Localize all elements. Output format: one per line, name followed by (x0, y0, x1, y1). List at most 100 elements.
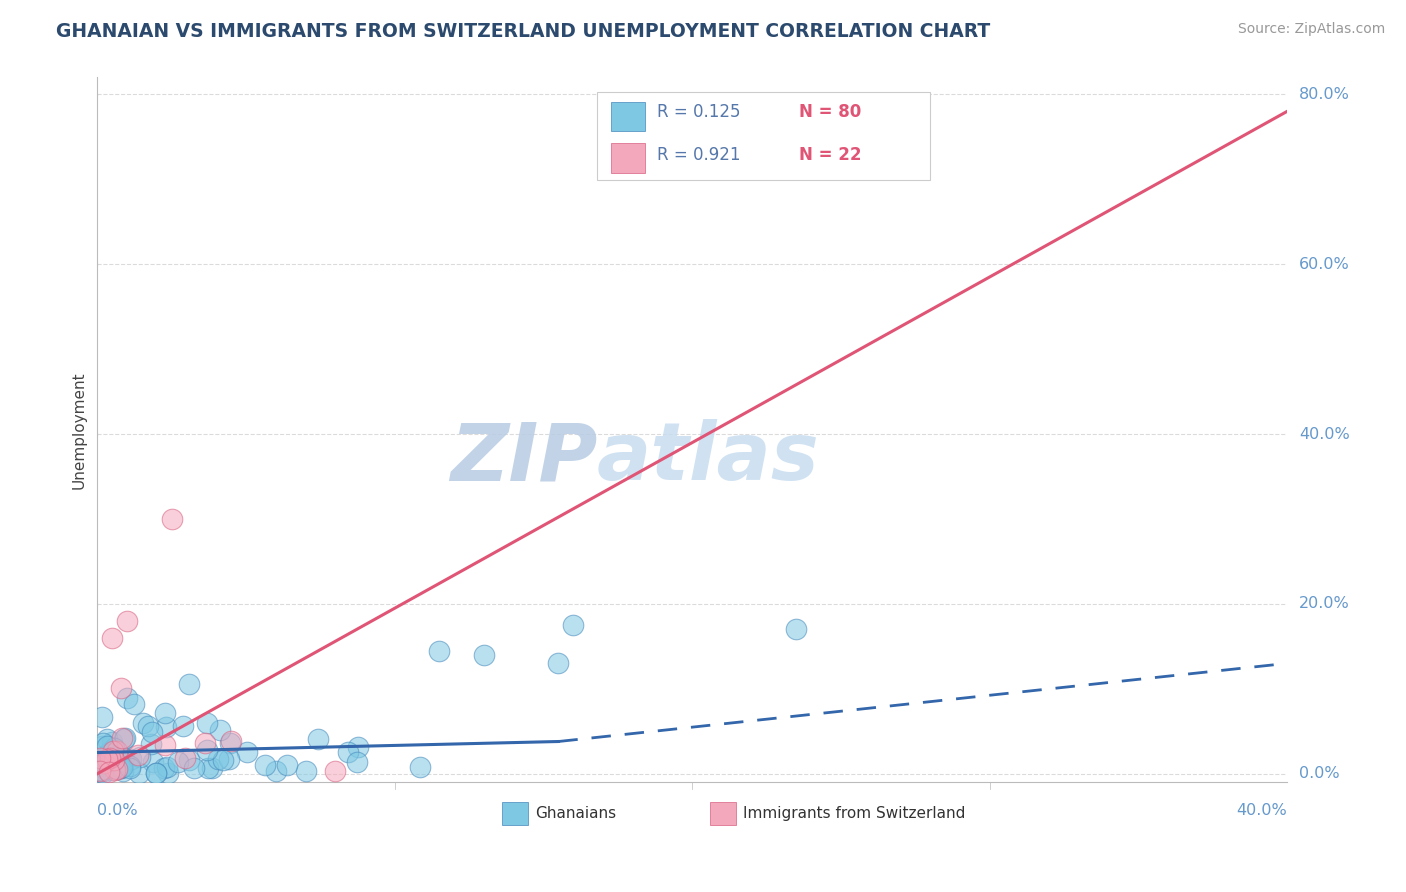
Text: 20.0%: 20.0% (1299, 597, 1350, 611)
Point (97, 745, 120, 759)
Point (103, 756, 125, 770)
Point (110, 681, 132, 695)
Point (120, 761, 142, 775)
Point (160, 512, 183, 526)
Text: R = 0.921: R = 0.921 (657, 146, 740, 164)
Point (346, 756, 368, 770)
Point (105, 744, 128, 758)
Point (408, 760, 430, 774)
Point (91, 765, 114, 780)
Point (89, 751, 111, 765)
Point (219, 736, 242, 750)
Point (101, 631, 124, 645)
Point (194, 736, 217, 750)
Point (110, 761, 132, 775)
Point (127, 748, 149, 763)
Point (131, 716, 153, 731)
Point (156, 759, 179, 773)
FancyBboxPatch shape (502, 802, 529, 824)
Point (183, 761, 205, 775)
Point (115, 691, 138, 706)
Point (195, 743, 218, 757)
Point (347, 740, 370, 755)
Point (128, 766, 150, 780)
Point (112, 751, 135, 765)
Text: 40.0%: 40.0% (1236, 804, 1286, 819)
Point (236, 745, 259, 759)
Point (295, 764, 318, 778)
Point (89, 758, 111, 772)
Text: R = 0.125: R = 0.125 (657, 103, 740, 120)
Point (177, 753, 200, 767)
Point (308, 731, 330, 746)
Point (98, 751, 121, 765)
Point (120, 759, 142, 773)
Point (104, 749, 127, 764)
Point (167, 755, 190, 769)
Point (111, 759, 134, 773)
Text: 60.0%: 60.0% (1299, 257, 1350, 272)
Point (562, 618, 585, 632)
Point (101, 751, 124, 765)
Point (122, 697, 145, 711)
Point (264, 764, 287, 779)
Point (103, 753, 125, 767)
Point (115, 614, 138, 628)
Point (96, 752, 118, 766)
Point (89, 764, 111, 778)
Point (98, 765, 121, 780)
Point (90, 757, 112, 772)
Point (177, 676, 200, 690)
Text: 0.0%: 0.0% (97, 804, 138, 819)
Point (129, 750, 152, 764)
Text: 80.0%: 80.0% (1299, 87, 1350, 102)
Text: 40.0%: 40.0% (1299, 426, 1350, 442)
Point (90, 765, 112, 780)
Point (103, 741, 125, 756)
Text: 0.0%: 0.0% (1299, 766, 1340, 781)
Point (89, 764, 111, 779)
Point (103, 761, 125, 775)
Point (96, 739, 118, 753)
Text: atlas: atlas (598, 419, 820, 497)
Text: N = 22: N = 22 (799, 146, 862, 164)
Point (145, 766, 167, 780)
Point (100, 763, 122, 777)
Point (323, 764, 346, 779)
Point (91, 710, 114, 724)
Point (141, 725, 163, 739)
Point (105, 762, 128, 776)
Point (209, 723, 232, 738)
Point (785, 623, 807, 637)
Point (197, 761, 219, 775)
Point (94, 763, 117, 777)
Point (101, 735, 124, 749)
Point (155, 721, 177, 735)
Point (90, 739, 112, 753)
Point (120, 752, 142, 766)
Point (253, 758, 276, 772)
Point (112, 758, 135, 772)
Point (101, 752, 124, 766)
Point (153, 706, 176, 720)
Point (93, 751, 115, 765)
Point (136, 719, 159, 733)
Point (153, 738, 176, 752)
Text: Immigrants from Switzerland: Immigrants from Switzerland (744, 805, 966, 821)
Y-axis label: Unemployment: Unemployment (72, 371, 86, 489)
Point (336, 746, 359, 760)
Point (96, 731, 118, 746)
Point (219, 734, 242, 748)
Point (195, 716, 218, 731)
Text: N = 80: N = 80 (799, 103, 862, 120)
Point (207, 752, 229, 766)
Text: GHANAIAN VS IMMIGRANTS FROM SWITZERLAND UNEMPLOYMENT CORRELATION CHART: GHANAIAN VS IMMIGRANTS FROM SWITZERLAND … (56, 22, 990, 41)
Point (111, 764, 134, 779)
FancyBboxPatch shape (612, 143, 644, 172)
Point (104, 764, 127, 778)
Point (93, 756, 115, 771)
Point (429, 643, 451, 657)
Point (97, 747, 120, 761)
Point (212, 752, 235, 766)
Point (218, 752, 240, 766)
